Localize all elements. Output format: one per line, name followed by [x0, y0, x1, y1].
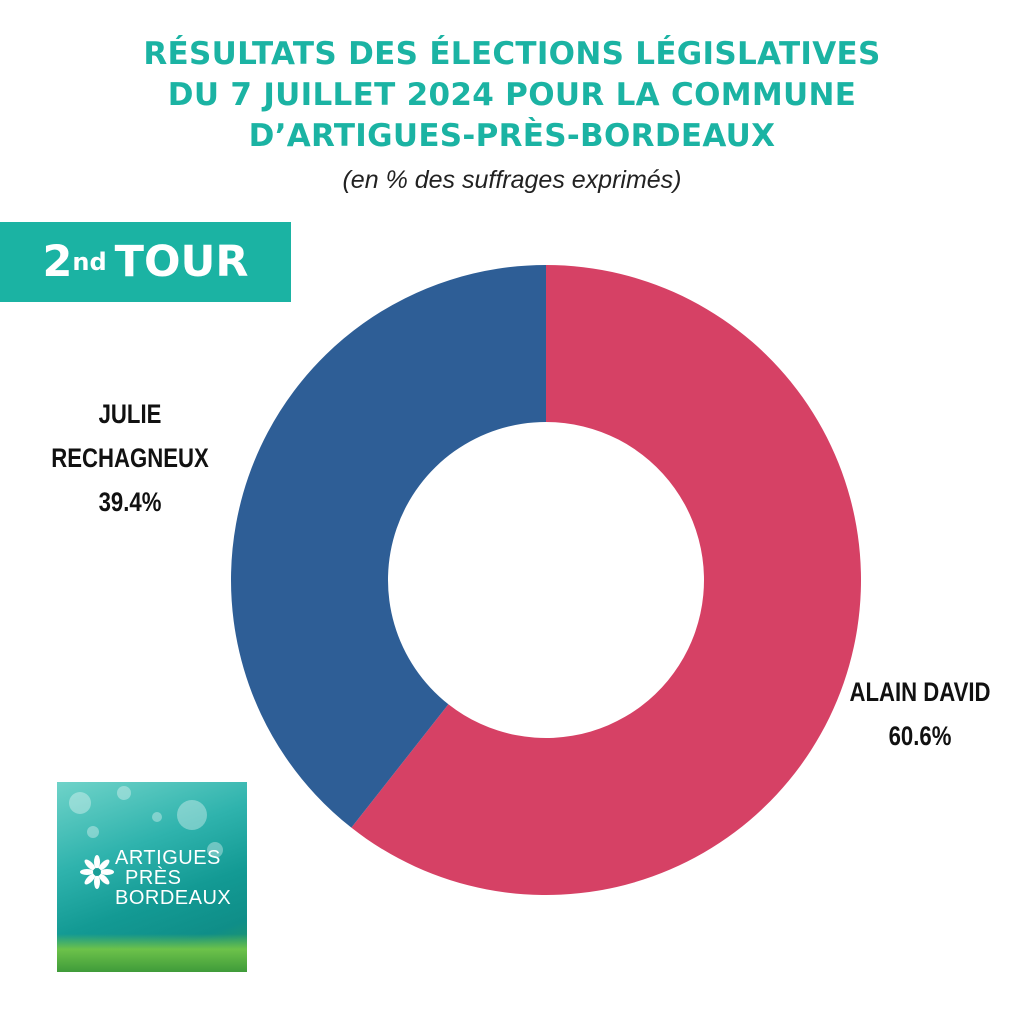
slice-label-value: 39.4% — [98, 487, 162, 517]
title-line-3: D’ARTIGUES-PRÈS-BORDEAUX — [248, 118, 776, 154]
tour-number: 2 — [42, 237, 73, 287]
logo-line-2: PRÈS — [125, 867, 182, 889]
logo-text: ARTIGUES PRÈS BORDEAUX — [115, 848, 245, 908]
tour-word: TOUR — [114, 237, 249, 287]
title-line-2: DU 7 JUILLET 2024 POUR LA COMMUNE — [167, 77, 857, 113]
donut-slice-alain-david — [351, 265, 861, 896]
slice-label-rechagneux: JULIE RECHAGNEUX 39.4% — [32, 392, 229, 524]
flower-icon — [80, 855, 114, 889]
title-line-1: RÉSULTATS DES ÉLECTIONS LÉGISLATIVES — [143, 36, 881, 72]
artigues-logo: ARTIGUES PRÈS BORDEAUX — [57, 782, 247, 972]
slice-label-david: ALAIN DAVID 60.6% — [838, 670, 1002, 758]
donut-slice-julie-rechagneux — [231, 265, 547, 828]
chart-subtitle: (en % des suffrages exprimés) — [342, 166, 682, 194]
chart-title: RÉSULTATS DES ÉLECTIONS LÉGISLATIVES DU … — [0, 34, 1024, 157]
slice-label-value: 60.6% — [888, 721, 952, 751]
tour-suffix: nd — [72, 248, 107, 276]
logo-line-1: ARTIGUES — [115, 847, 221, 869]
logo-line-3: BORDEAUX — [115, 887, 232, 909]
slice-label-name: JULIE RECHAGNEUX — [51, 399, 209, 473]
slice-label-name: ALAIN DAVID — [849, 677, 991, 707]
logo-grass — [57, 934, 247, 972]
